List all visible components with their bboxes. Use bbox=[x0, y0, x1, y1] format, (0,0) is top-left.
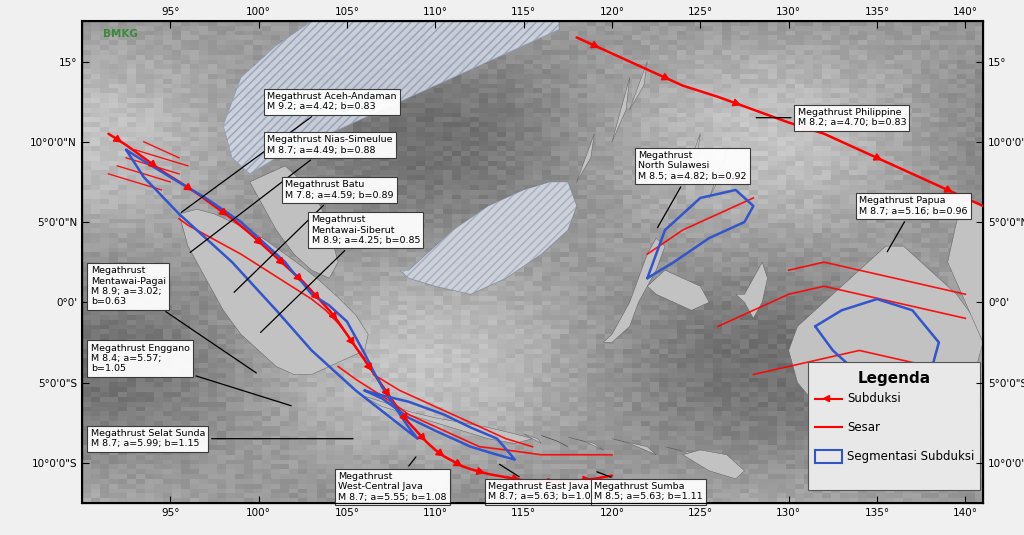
Text: BMKG: BMKG bbox=[103, 29, 138, 40]
Text: Megathrust
Mentawai-Siberut
M 8.9; a=4.25; b=0.85: Megathrust Mentawai-Siberut M 8.9; a=4.2… bbox=[260, 215, 420, 332]
Text: Megathrust Batu
M 7.8; a=4.59; b=0.89: Megathrust Batu M 7.8; a=4.59; b=0.89 bbox=[234, 180, 393, 292]
Polygon shape bbox=[223, 21, 559, 174]
Text: Megathrust Nias-Simeulue
M 8.7; a=4.49; b=0.88: Megathrust Nias-Simeulue M 8.7; a=4.49; … bbox=[190, 135, 393, 253]
Polygon shape bbox=[612, 439, 656, 455]
Text: Megathrust Papua
M 8.7; a=5.16; b=0.96: Megathrust Papua M 8.7; a=5.16; b=0.96 bbox=[859, 196, 968, 252]
Polygon shape bbox=[400, 182, 577, 294]
Text: Megathrust
West-Central Java
M 8.7; a=5.55; b=1.08: Megathrust West-Central Java M 8.7; a=5.… bbox=[338, 457, 446, 502]
Text: Sesar: Sesar bbox=[847, 421, 880, 434]
Text: Megathrust Selat Sunda
M 8.7; a=5.99; b=1.15: Megathrust Selat Sunda M 8.7; a=5.99; b=… bbox=[91, 429, 353, 448]
Polygon shape bbox=[647, 270, 710, 310]
Polygon shape bbox=[947, 198, 983, 342]
Polygon shape bbox=[542, 435, 568, 447]
Polygon shape bbox=[788, 246, 983, 439]
Polygon shape bbox=[568, 437, 603, 450]
Polygon shape bbox=[250, 166, 338, 278]
Polygon shape bbox=[577, 134, 594, 182]
Polygon shape bbox=[400, 182, 577, 294]
Polygon shape bbox=[735, 262, 767, 318]
Polygon shape bbox=[683, 134, 700, 182]
Polygon shape bbox=[710, 150, 727, 198]
Polygon shape bbox=[179, 209, 369, 374]
Polygon shape bbox=[603, 238, 665, 342]
Bar bbox=[815, 450, 842, 463]
FancyBboxPatch shape bbox=[808, 362, 980, 490]
Text: Legenda: Legenda bbox=[857, 371, 931, 386]
Text: Subduksi: Subduksi bbox=[847, 392, 901, 405]
Polygon shape bbox=[523, 434, 542, 444]
Polygon shape bbox=[361, 395, 532, 444]
Text: Megathrust Philippine
M 8.2; a=4.70; b=0.83: Megathrust Philippine M 8.2; a=4.70; b=0… bbox=[756, 108, 906, 127]
Text: Megathrust Sumba
M 8.5; a=5.63; b=1.11: Megathrust Sumba M 8.5; a=5.63; b=1.11 bbox=[594, 472, 702, 501]
Polygon shape bbox=[665, 447, 710, 463]
Text: Megathrust Aceh-Andaman
M 9.2; a=4.42; b=0.83: Megathrust Aceh-Andaman M 9.2; a=4.42; b… bbox=[181, 92, 397, 212]
Text: Segmentasi Subduksi: Segmentasi Subduksi bbox=[847, 450, 975, 463]
Polygon shape bbox=[691, 455, 735, 471]
Text: Megathrust East Java
M 8.7; a=5.63; b=1.08: Megathrust East Java M 8.7; a=5.63; b=1.… bbox=[488, 464, 597, 501]
Text: Megathrust
Mentawai-Pagai
M 8.9; a=3.02;
b=0.63: Megathrust Mentawai-Pagai M 8.9; a=3.02;… bbox=[91, 266, 256, 373]
Text: Megathrust
North Sulawesi
M 8.5; a=4.82; b=0.92: Megathrust North Sulawesi M 8.5; a=4.82;… bbox=[639, 151, 746, 227]
Polygon shape bbox=[612, 78, 630, 142]
Polygon shape bbox=[683, 450, 744, 479]
Text: Megathrust Enggano
M 8.4; a=5.57;
b=1.05: Megathrust Enggano M 8.4; a=5.57; b=1.05 bbox=[91, 343, 291, 406]
Polygon shape bbox=[630, 62, 647, 110]
